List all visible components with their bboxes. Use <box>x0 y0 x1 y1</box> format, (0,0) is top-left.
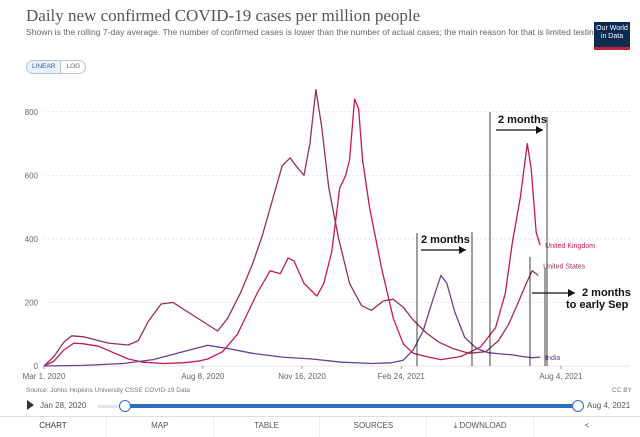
series-line-united-kingdom <box>43 98 541 367</box>
tab-sources[interactable]: SOURCES <box>320 417 428 437</box>
annotation-uk-2-months: 2 months <box>498 114 547 126</box>
bottom-tab-bar: CHART MAP TABLE SOURCES ⤓ DOWNLOAD < <box>0 416 640 437</box>
log-scale-button[interactable]: LOG <box>66 63 81 70</box>
x-tick-label: Feb 24, 2021 <box>378 372 426 381</box>
timeline-start-handle[interactable] <box>119 400 131 412</box>
series-line-united-states <box>43 88 539 367</box>
arrowhead-icon <box>459 246 466 254</box>
play-icon[interactable] <box>27 400 34 410</box>
download-icon: ⤓ <box>453 421 460 430</box>
source-note[interactable]: Source: Johns Hopkins University CSSE CO… <box>26 387 191 394</box>
timeline-start-label: Jan 28, 2020 <box>40 401 87 410</box>
share-icon: < <box>584 421 590 430</box>
owid-logo[interactable]: Our World in Data <box>594 22 630 50</box>
y-tick-label: 800 <box>25 108 39 117</box>
annotation-us-early-sep: to early Sep <box>566 299 629 311</box>
series-line-india <box>43 274 541 367</box>
y-tick-label: 200 <box>25 298 39 307</box>
x-tick-label: Aug 8, 2020 <box>181 372 225 381</box>
timeline-end-handle[interactable] <box>572 400 584 412</box>
scale-toggle[interactable]: LINEAR LOG <box>26 60 87 74</box>
y-tick-label: 400 <box>25 235 39 244</box>
logo-line-2: in Data <box>600 32 624 40</box>
tab-chart[interactable]: CHART <box>0 417 107 437</box>
series-label-united-kingdom: United Kingdom <box>545 243 595 250</box>
license-link[interactable]: CC BY <box>612 387 632 394</box>
y-tick-label: 600 <box>25 171 39 180</box>
tab-download[interactable]: ⤓ DOWNLOAD <box>427 417 535 437</box>
logo-line-1: Our World <box>596 25 628 32</box>
x-tick-label: Mar 1, 2020 <box>23 372 66 381</box>
linear-scale-button[interactable]: LINEAR <box>27 61 62 73</box>
series-label-united-states: United States <box>543 263 586 270</box>
tab-table[interactable]: TABLE <box>214 417 321 437</box>
chart-title: Daily new confirmed COVID-19 cases per m… <box>26 6 421 25</box>
series-label-india: India <box>545 355 560 362</box>
arrowhead-icon <box>536 126 543 134</box>
tab-download-label: DOWNLOAD <box>459 421 507 430</box>
timeline-selected-range <box>124 404 577 408</box>
timeline-end-label: Aug 4, 2021 <box>587 401 631 410</box>
tab-map[interactable]: MAP <box>107 417 214 437</box>
x-tick-label: Nov 16, 2020 <box>278 372 326 381</box>
x-tick-label: Aug 4, 2021 <box>539 372 583 381</box>
annotation-us-2-months: 2 months <box>582 287 631 299</box>
chart-subtitle: Shown is the rolling 7-day average. The … <box>26 27 601 37</box>
annotation-india-2-months: 2 months <box>421 234 470 246</box>
tab-share[interactable]: < <box>534 417 640 437</box>
arrowhead-icon <box>568 289 575 297</box>
y-tick-label: 0 <box>34 362 39 371</box>
